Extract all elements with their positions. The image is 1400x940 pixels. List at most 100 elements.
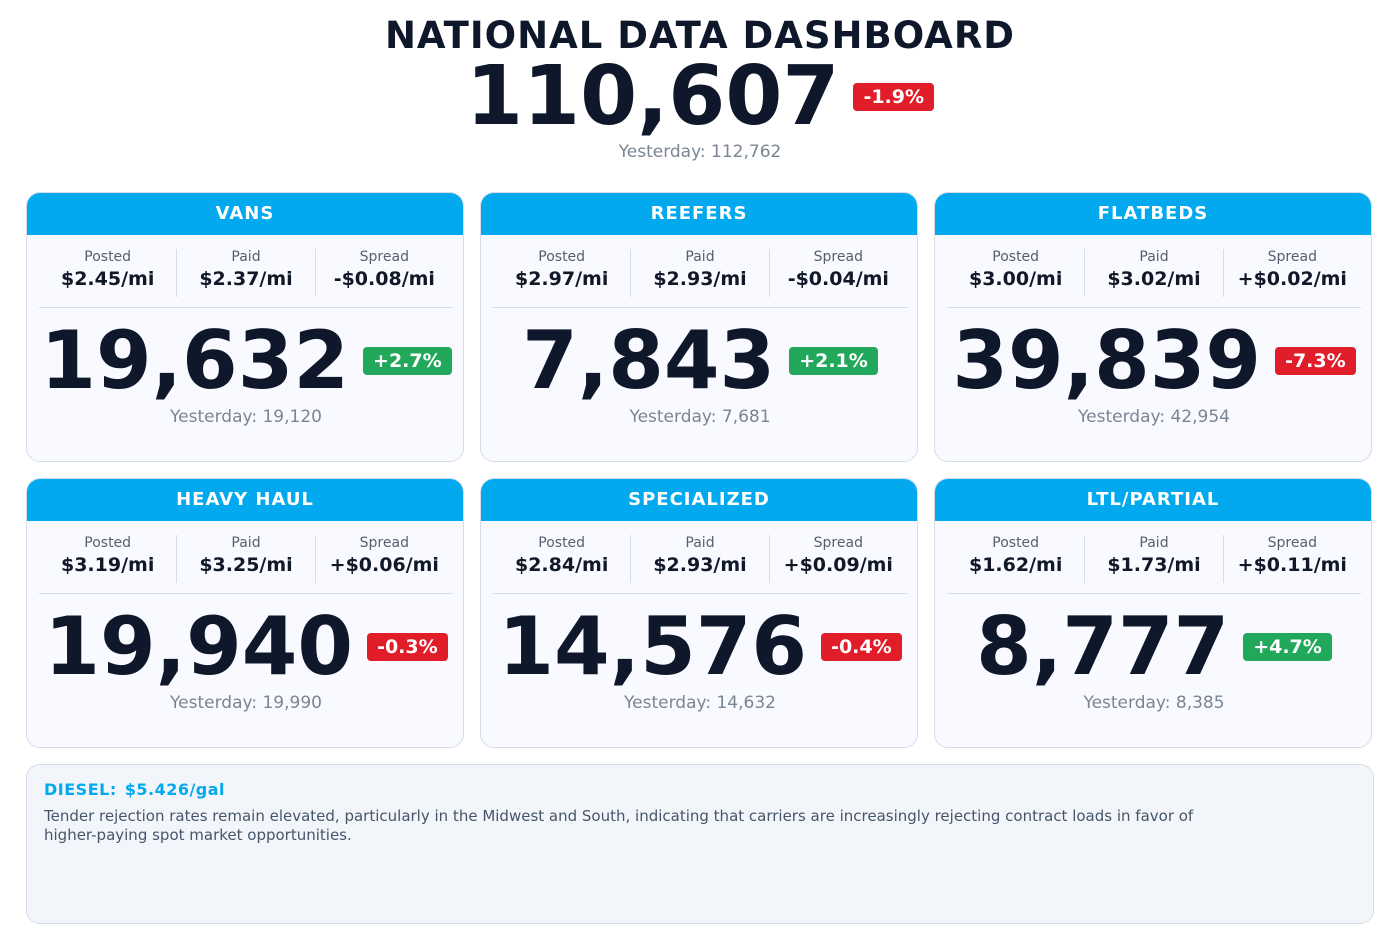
spread-value: +$0.02/mi (1237, 268, 1347, 290)
card-title: LTL/PARTIAL (935, 479, 1371, 521)
market-notes-panel: DIESEL: $5.426/gal Tender rejection rates… (26, 764, 1374, 924)
paid-value: $1.73/mi (1107, 554, 1201, 576)
posted-label: Posted (992, 249, 1040, 265)
posted-rate: Posted $2.45/mi (39, 249, 176, 297)
paid-rate: Paid $2.93/mi (630, 249, 768, 297)
total-loads-value: 110,607 (465, 49, 840, 144)
divider (39, 307, 453, 308)
card-title: HEAVY HAUL (27, 479, 463, 521)
paid-label: Paid (685, 535, 715, 551)
yesterday-count: Yesterday: 8,385 (1083, 693, 1225, 713)
paid-rate: Paid $3.02/mi (1084, 249, 1222, 297)
divider (493, 593, 907, 594)
load-count-row: 7,843 +2.1% (481, 314, 917, 407)
change-badge: -0.3% (367, 633, 448, 661)
market-note: Tender rejection rates remain elevated, … (44, 807, 1194, 844)
rates-row: Posted $3.00/mi Paid $3.02/mi Spread +$0… (947, 249, 1361, 297)
rates-row: Posted $2.97/mi Paid $2.93/mi Spread -$0… (493, 249, 907, 297)
posted-value: $3.00/mi (968, 268, 1063, 290)
card-flatbeds: FLATBEDS Posted $3.00/mi Paid $3.02/mi S… (934, 192, 1372, 462)
posted-rate: Posted $1.62/mi (947, 535, 1084, 583)
total-loads: 110,607 -1.9% (0, 50, 1400, 144)
spread-value: -$0.08/mi (333, 268, 435, 290)
total-change-badge: -1.9% (853, 83, 935, 111)
card-vans: VANS Posted $2.45/mi Paid $2.37/mi Sprea… (26, 192, 464, 462)
load-count-row: 19,632 +2.7% (27, 314, 463, 407)
posted-value: $1.62/mi (968, 554, 1063, 576)
paid-value: $3.02/mi (1107, 268, 1201, 290)
card-reefers: REEFERS Posted $2.97/mi Paid $2.93/mi Sp… (480, 192, 918, 462)
spread-rate: Spread +$0.06/mi (314, 535, 453, 583)
load-count: 19,632 (40, 314, 350, 407)
paid-label: Paid (1139, 249, 1169, 265)
divider (947, 307, 1361, 308)
paid-value: $2.37/mi (199, 268, 293, 290)
paid-rate: Paid $2.93/mi (630, 535, 768, 583)
divider (39, 593, 453, 594)
posted-value: $2.45/mi (60, 268, 155, 290)
posted-rate: Posted $3.19/mi (39, 535, 176, 583)
diesel-value: $5.426/gal (124, 780, 226, 799)
posted-rate: Posted $2.97/mi (493, 249, 630, 297)
change-badge: -0.4% (821, 633, 902, 661)
load-count: 8,777 (976, 600, 1230, 693)
rates-row: Posted $1.62/mi Paid $1.73/mi Spread +$0… (947, 535, 1361, 583)
posted-label: Posted (992, 535, 1040, 551)
load-count: 19,940 (44, 600, 354, 693)
posted-rate: Posted $3.00/mi (947, 249, 1084, 297)
change-badge: +4.7% (1243, 633, 1332, 661)
paid-value: $3.25/mi (199, 554, 293, 576)
posted-value: $2.84/mi (514, 554, 609, 576)
spread-value: -$0.04/mi (787, 268, 889, 290)
load-count: 39,839 (952, 314, 1262, 407)
spread-rate: Spread -$0.04/mi (768, 249, 907, 297)
load-count-row: 8,777 +4.7% (935, 600, 1371, 693)
rates-row: Posted $2.45/mi Paid $2.37/mi Spread -$0… (39, 249, 453, 297)
spread-rate: Spread -$0.08/mi (314, 249, 453, 297)
yesterday-count: Yesterday: 7,681 (629, 407, 771, 427)
yesterday-count: Yesterday: 19,120 (170, 407, 322, 427)
posted-rate: Posted $2.84/mi (493, 535, 630, 583)
rates-row: Posted $2.84/mi Paid $2.93/mi Spread +$0… (493, 535, 907, 583)
spread-value: +$0.06/mi (329, 554, 439, 576)
paid-label: Paid (231, 535, 261, 551)
posted-label: Posted (538, 249, 586, 265)
page-title: NATIONAL DATA DASHBOARD (384, 14, 1016, 57)
load-count: 14,576 (498, 600, 808, 693)
posted-label: Posted (538, 535, 586, 551)
paid-value: $2.93/mi (653, 268, 747, 290)
load-count: 7,843 (522, 314, 776, 407)
paid-label: Paid (1139, 535, 1169, 551)
paid-label: Paid (685, 249, 715, 265)
paid-rate: Paid $1.73/mi (1084, 535, 1222, 583)
paid-rate: Paid $3.25/mi (176, 535, 314, 583)
card-title: VANS (27, 193, 463, 235)
posted-value: $2.97/mi (514, 268, 609, 290)
yesterday-count: Yesterday: 19,990 (170, 693, 322, 713)
spread-value: +$0.09/mi (783, 554, 893, 576)
spread-label: Spread (813, 535, 863, 551)
spread-label: Spread (813, 249, 863, 265)
spread-rate: Spread +$0.09/mi (768, 535, 907, 583)
spread-rate: Spread +$0.11/mi (1222, 535, 1361, 583)
change-badge: -7.3% (1275, 347, 1356, 375)
spread-label: Spread (1267, 249, 1317, 265)
load-count-row: 39,839 -7.3% (935, 314, 1371, 407)
rates-row: Posted $3.19/mi Paid $3.25/mi Spread +$0… (39, 535, 453, 583)
yesterday-count: Yesterday: 42,954 (1078, 407, 1230, 427)
load-count-row: 19,940 -0.3% (27, 600, 463, 693)
spread-label: Spread (1267, 535, 1317, 551)
spread-value: +$0.11/mi (1237, 554, 1347, 576)
card-title: FLATBEDS (935, 193, 1371, 235)
divider (493, 307, 907, 308)
yesterday-count: Yesterday: 14,632 (624, 693, 776, 713)
paid-rate: Paid $2.37/mi (176, 249, 314, 297)
spread-rate: Spread +$0.02/mi (1222, 249, 1361, 297)
diesel-price: DIESEL: $5.426/gal (44, 780, 225, 799)
change-badge: +2.1% (789, 347, 878, 375)
divider (947, 593, 1361, 594)
card-ltl-partial: LTL/PARTIAL Posted $1.62/mi Paid $1.73/m… (934, 478, 1372, 748)
paid-value: $2.93/mi (653, 554, 747, 576)
card-specialized: SPECIALIZED Posted $2.84/mi Paid $2.93/m… (480, 478, 918, 748)
load-count-row: 14,576 -0.4% (481, 600, 917, 693)
